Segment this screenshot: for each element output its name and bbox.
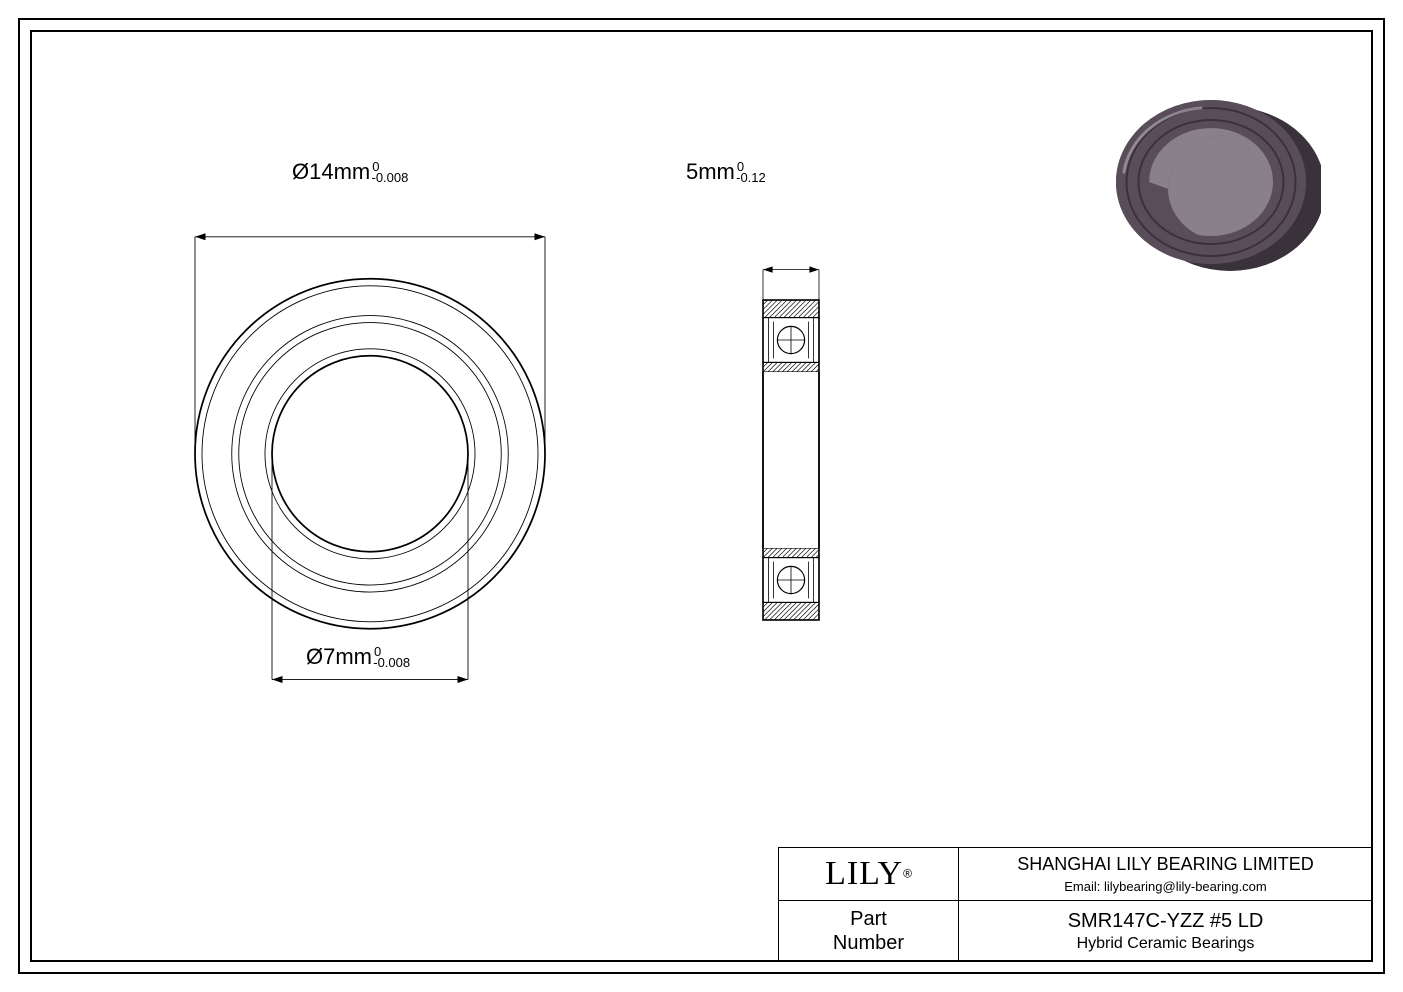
company-name: SHANGHAI LILY BEARING LIMITED [973, 854, 1358, 875]
width-tol-lower: -0.12 [736, 170, 766, 185]
part-number-label-cell: Part Number [779, 901, 959, 962]
outer-dia-text: Ø14mm [292, 159, 370, 184]
side-view-svg [715, 200, 875, 720]
title-block-company-cell: SHANGHAI LILY BEARING LIMITED Email: lil… [959, 848, 1373, 901]
render-svg [1101, 82, 1321, 282]
part-description: Hybrid Ceramic Bearings [973, 935, 1358, 953]
title-block: LILY® SHANGHAI LILY BEARING LIMITED Emai… [778, 847, 1373, 962]
part-number-value-cell: SMR147C-YZZ #5 LD Hybrid Ceramic Bearing… [959, 901, 1373, 962]
width-label: 5mm0-0.12 [686, 159, 772, 185]
part-number: SMR147C-YZZ #5 LD [1068, 910, 1264, 932]
registered-mark: ® [903, 867, 912, 881]
width-text: 5mm [686, 159, 735, 184]
part-label-line2: Number [833, 932, 904, 954]
render-thumbnail [1101, 82, 1321, 282]
part-label-line1: Part [850, 908, 887, 930]
front-view-svg [160, 200, 580, 760]
outer-dia-tol-lower: -0.008 [371, 170, 408, 185]
company-email: Email: lilybearing@lily-bearing.com [973, 879, 1358, 894]
drawing-area: Ø14mm0-0.008 Ø7mm0-0.008 5mm0-0.12 [30, 30, 1373, 962]
inner-diameter-label: Ø7mm0-0.008 [306, 644, 416, 670]
company-logo-text: LILY [825, 855, 903, 892]
title-block-logo-cell: LILY® [779, 848, 959, 901]
front-view [160, 200, 580, 620]
outer-diameter-label: Ø14mm0-0.008 [292, 159, 414, 185]
side-section-view [715, 200, 835, 620]
inner-dia-text: Ø7mm [306, 644, 372, 669]
inner-dia-tol-lower: -0.008 [373, 655, 410, 670]
